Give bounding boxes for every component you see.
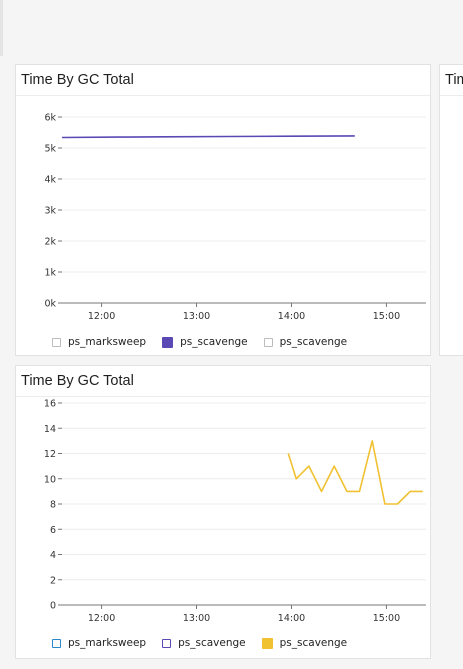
legend-label: ps_scavenge (180, 336, 248, 348)
x-tick-label: 12:00 (88, 311, 115, 322)
legend-item-ps-scavenge-2[interactable]: ps_scavenge (263, 336, 348, 348)
legend-swatch-outline (263, 337, 273, 347)
x-tick-label: 13:00 (183, 613, 210, 624)
y-tick-label: 12 (44, 449, 56, 460)
legend-label: ps_scavenge (279, 637, 348, 649)
chart-legend: ps_marksweep ps_scavenge ps_scavenge (52, 635, 363, 651)
panel-title: Time By GC Total (21, 72, 134, 88)
legend-label: ps_marksweep (68, 637, 147, 649)
panel-title: Tim (445, 72, 463, 88)
legend-item-ps-scavenge-2[interactable]: ps_scavenge (261, 637, 348, 649)
x-tick-label: 15:00 (373, 613, 400, 624)
legend-swatch-outline (52, 337, 61, 347)
panel-header[interactable]: Tim (440, 65, 463, 96)
y-tick-label: 1k (44, 268, 56, 279)
y-tick-label: 0 (50, 601, 56, 612)
y-tick-label: 2 (50, 575, 56, 586)
y-tick-label: 10 (44, 474, 56, 485)
top-empty-area (0, 0, 463, 56)
x-tick-label: 15:00 (373, 311, 400, 322)
legend-item-ps-scavenge[interactable]: ps_scavenge (162, 336, 248, 348)
y-tick-label: 2k (44, 237, 56, 248)
y-tick-label: 4 (50, 550, 56, 561)
x-tick-label: 13:00 (183, 311, 210, 322)
y-tick-label: 14 (44, 424, 56, 435)
legend-swatch-filled (162, 336, 174, 348)
gc-time-panel-top[interactable]: Time By GC Total 0k 1k 2k 3k 4k 5k 6k 12:00 13:0… (15, 64, 431, 356)
panel-title: Time By GC Total (21, 373, 134, 389)
legend-label: ps_marksweep (68, 336, 147, 348)
gc-time-line-chart[interactable]: 0 2 4 6 8 10 12 14 16 12:00 13:00 14:00 15:00 (16, 366, 432, 660)
legend-item-ps-scavenge[interactable]: ps_scavenge (162, 637, 246, 649)
y-tick-label: 16 (44, 399, 56, 410)
y-tick-label: 6k (44, 113, 56, 124)
left-edge-divider (0, 0, 3, 56)
y-tick-label: 0k (44, 299, 56, 310)
gc-time-panel-bottom[interactable]: Time By GC Total 0 2 4 6 8 10 12 14 16 12:00 13:00… (15, 365, 431, 659)
legend-swatch-filled (261, 637, 273, 649)
legend-item-ps-marksweep[interactable]: ps_marksweep (52, 336, 146, 348)
legend-item-ps-marksweep[interactable]: ps_marksweep (52, 637, 146, 649)
gc-time-line-chart[interactable]: 0k 1k 2k 3k 4k 5k 6k 12:00 13:00 14:00 15:00 (16, 65, 432, 357)
y-tick-label: 3k (44, 206, 56, 217)
series-line-ps-scavenge (287, 440, 423, 505)
y-tick-label: 8 (50, 500, 56, 511)
panel-header[interactable]: Time By GC Total (16, 65, 430, 96)
legend-swatch-outline (162, 638, 172, 648)
y-tick-label: 5k (44, 144, 56, 155)
x-tick-label: 12:00 (88, 613, 115, 624)
chart-legend: ps_marksweep ps_scavenge ps_scavenge (52, 334, 363, 350)
gc-time-panel-right-clipped[interactable]: Tim (439, 64, 463, 356)
y-tick-label: 6 (50, 525, 56, 536)
x-tick-label: 14:00 (278, 311, 305, 322)
legend-swatch-outline (52, 638, 61, 648)
panel-header[interactable]: Time By GC Total (16, 366, 430, 397)
legend-label: ps_scavenge (178, 637, 246, 649)
x-tick-label: 14:00 (278, 613, 305, 624)
y-tick-label: 4k (44, 175, 56, 186)
legend-label: ps_scavenge (279, 336, 348, 348)
series-line-ps-scavenge (61, 135, 355, 139)
